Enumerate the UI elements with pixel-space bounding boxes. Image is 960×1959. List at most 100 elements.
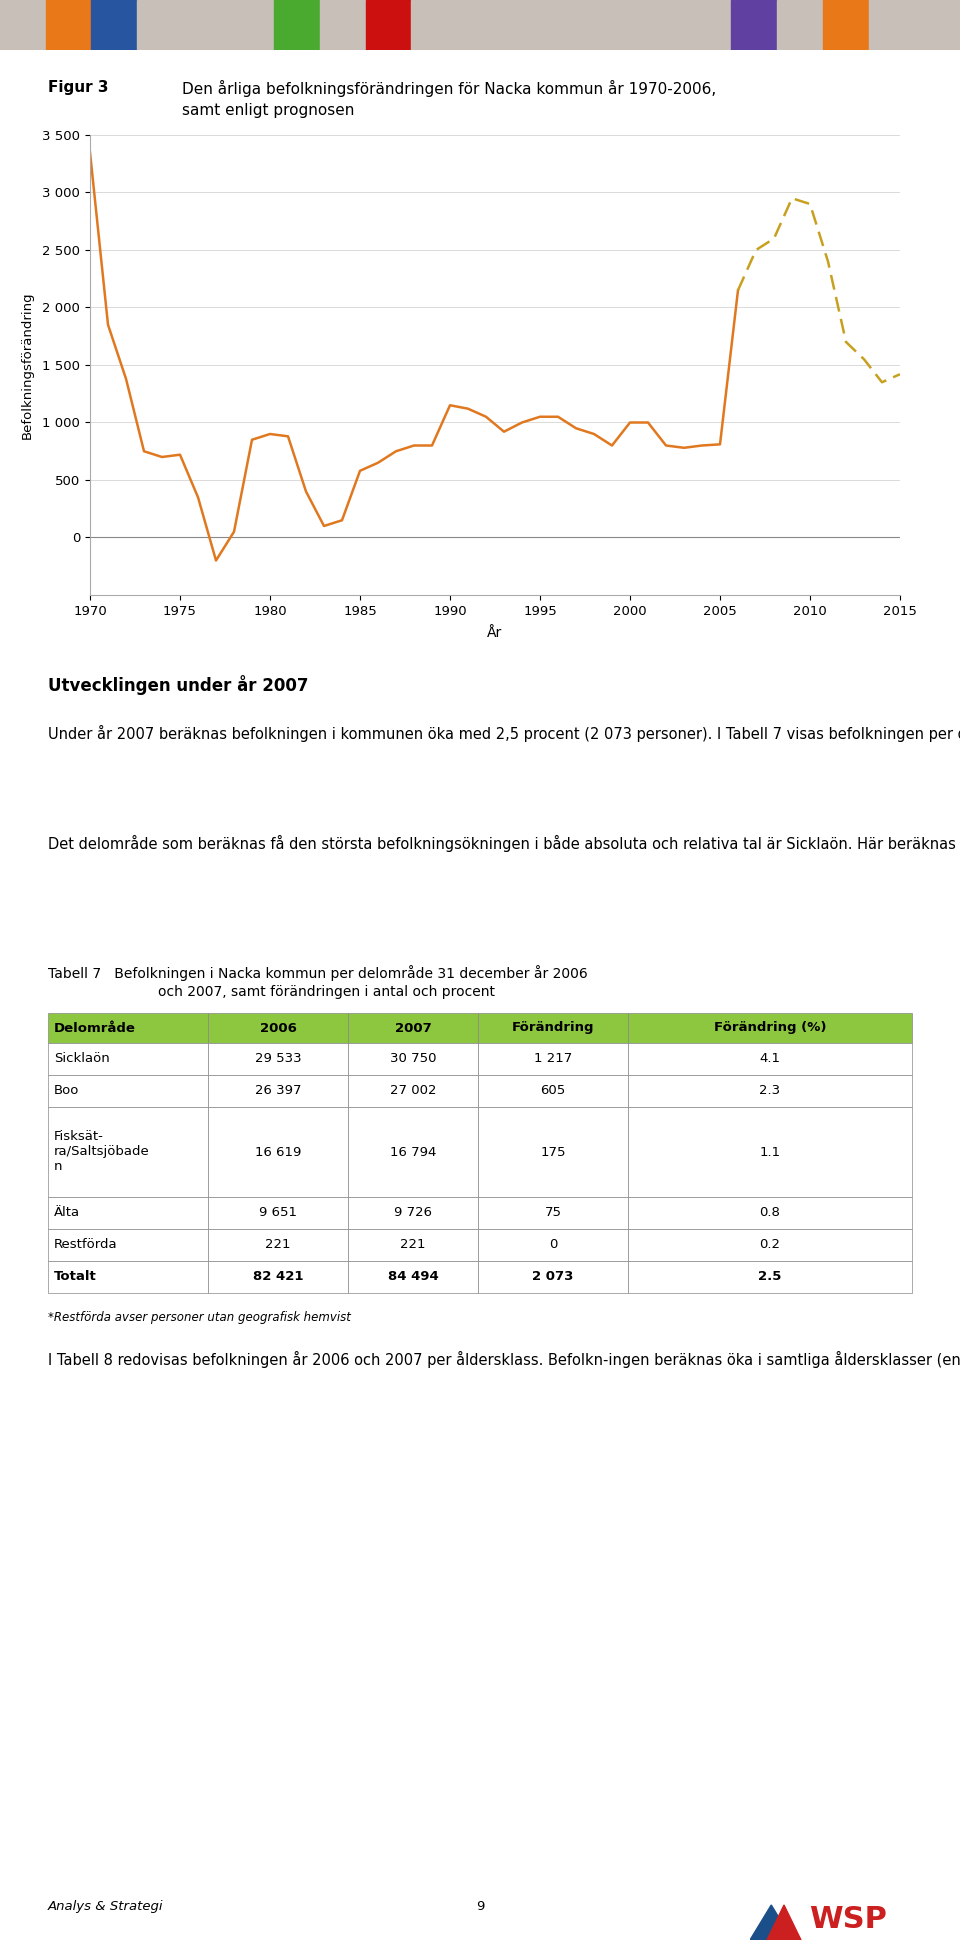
Bar [275, 0, 320, 51]
Text: I Tabell 8 redovisas befolkningen år 2006 och 2007 per åldersklass. Befolkn-inge: I Tabell 8 redovisas befolkningen år 200… [48, 1352, 960, 1367]
Text: 0.8: 0.8 [759, 1207, 780, 1220]
Text: Förändring: Förändring [512, 1021, 594, 1034]
Bar [628, 1197, 912, 1228]
Text: Analys & Strategi: Analys & Strategi [48, 1900, 163, 1914]
Bar [208, 1107, 348, 1197]
Text: 16 794: 16 794 [390, 1146, 436, 1158]
Polygon shape [767, 1904, 801, 1939]
Bar [208, 1197, 348, 1228]
Bar [48, 1042, 208, 1075]
Bar [457, 0, 503, 51]
Text: 27 002: 27 002 [390, 1085, 436, 1097]
Polygon shape [750, 1904, 793, 1939]
Text: 26 397: 26 397 [254, 1085, 301, 1097]
Bar [0, 0, 46, 51]
Bar [823, 0, 869, 51]
Text: 84 494: 84 494 [388, 1271, 439, 1283]
Text: Den årliga befolkningsförändringen för Nacka kommun år 1970-2006,: Den årliga befolkningsförändringen för N… [182, 80, 717, 98]
Bar [412, 0, 457, 51]
Text: Boo: Boo [54, 1085, 80, 1097]
Text: 75: 75 [544, 1207, 562, 1220]
Bar [478, 1075, 628, 1107]
Text: Utvecklingen under år 2007: Utvecklingen under år 2007 [48, 676, 308, 695]
Bar [320, 0, 366, 51]
Text: 82 421: 82 421 [252, 1271, 303, 1283]
Bar [478, 1197, 628, 1228]
Bar [228, 0, 275, 51]
Text: 4.1: 4.1 [759, 1052, 780, 1066]
Bar [348, 1107, 478, 1197]
Bar [478, 1107, 628, 1197]
Bar [137, 0, 182, 51]
Text: Det delområde som beräknas få den största befolkningsökningen i både absoluta oc: Det delområde som beräknas få den störst… [48, 835, 960, 852]
Y-axis label: Befolkningsförändring: Befolkningsförändring [21, 292, 34, 439]
Bar [182, 0, 228, 51]
Text: 0: 0 [549, 1238, 557, 1252]
Bar [348, 1042, 478, 1075]
X-axis label: År: År [488, 627, 503, 641]
Bar [48, 1013, 208, 1042]
Text: 2.5: 2.5 [758, 1271, 781, 1283]
Bar [348, 1262, 478, 1293]
Text: 30 750: 30 750 [390, 1052, 436, 1066]
Bar [366, 0, 412, 51]
Text: 175: 175 [540, 1146, 565, 1158]
Bar [208, 1013, 348, 1042]
Bar [628, 1228, 912, 1262]
Bar [208, 1042, 348, 1075]
Bar [348, 1197, 478, 1228]
Text: 2006: 2006 [259, 1021, 297, 1034]
Text: Delområde: Delområde [54, 1021, 136, 1034]
Text: Fisksät-
ra/Saltsjöbade
n: Fisksät- ra/Saltsjöbade n [54, 1130, 150, 1173]
Text: 9 651: 9 651 [259, 1207, 297, 1220]
Text: Under år 2007 beräknas befolkningen i kommunen öka med 2,5 procent (2 073 person: Under år 2007 beräknas befolkningen i ko… [48, 725, 960, 742]
Bar [628, 1262, 912, 1293]
Bar [348, 1228, 478, 1262]
Text: 1 217: 1 217 [534, 1052, 572, 1066]
Bar [48, 1107, 208, 1197]
Bar [478, 1013, 628, 1042]
Bar [869, 0, 914, 51]
Text: och 2007, samt förändringen i antal och procent: och 2007, samt förändringen i antal och … [158, 985, 495, 999]
Bar [48, 1197, 208, 1228]
Text: 16 619: 16 619 [254, 1146, 301, 1158]
Bar [732, 0, 778, 51]
Bar [478, 1262, 628, 1293]
Bar [628, 1075, 912, 1107]
Text: 9 726: 9 726 [394, 1207, 432, 1220]
Text: samt enligt prognosen: samt enligt prognosen [182, 104, 355, 118]
Bar [208, 1228, 348, 1262]
Text: Förändring (%): Förändring (%) [713, 1021, 827, 1034]
Bar [348, 1013, 478, 1042]
Bar [348, 1075, 478, 1107]
Text: 2 073: 2 073 [532, 1271, 574, 1283]
Bar [208, 1262, 348, 1293]
Bar [48, 1262, 208, 1293]
Text: 29 533: 29 533 [254, 1052, 301, 1066]
Text: WSP: WSP [809, 1904, 887, 1934]
Text: 0.2: 0.2 [759, 1238, 780, 1252]
Text: 2.3: 2.3 [759, 1085, 780, 1097]
Text: 9: 9 [476, 1900, 484, 1914]
Bar [628, 1042, 912, 1075]
Bar [778, 0, 823, 51]
Text: 1.1: 1.1 [759, 1146, 780, 1158]
Text: *Restförda avser personer utan geografisk hemvist: *Restförda avser personer utan geografis… [48, 1311, 350, 1324]
Text: Restförda: Restförda [54, 1238, 118, 1252]
Bar [628, 1013, 912, 1042]
Bar [91, 0, 137, 51]
Bar [640, 0, 685, 51]
Bar [685, 0, 732, 51]
Bar [548, 0, 594, 51]
Bar [628, 1107, 912, 1197]
Bar [48, 1228, 208, 1262]
Bar [208, 1075, 348, 1107]
Text: 605: 605 [540, 1085, 565, 1097]
Text: Figur 3: Figur 3 [48, 80, 108, 94]
Text: Sicklaön: Sicklaön [54, 1052, 109, 1066]
Bar [46, 0, 91, 51]
Text: 221: 221 [265, 1238, 291, 1252]
Text: 221: 221 [400, 1238, 425, 1252]
Text: Totalt: Totalt [54, 1271, 97, 1283]
Text: Tabell 7   Befolkningen i Nacka kommun per delområde 31 december år 2006: Tabell 7 Befolkningen i Nacka kommun per… [48, 966, 588, 981]
